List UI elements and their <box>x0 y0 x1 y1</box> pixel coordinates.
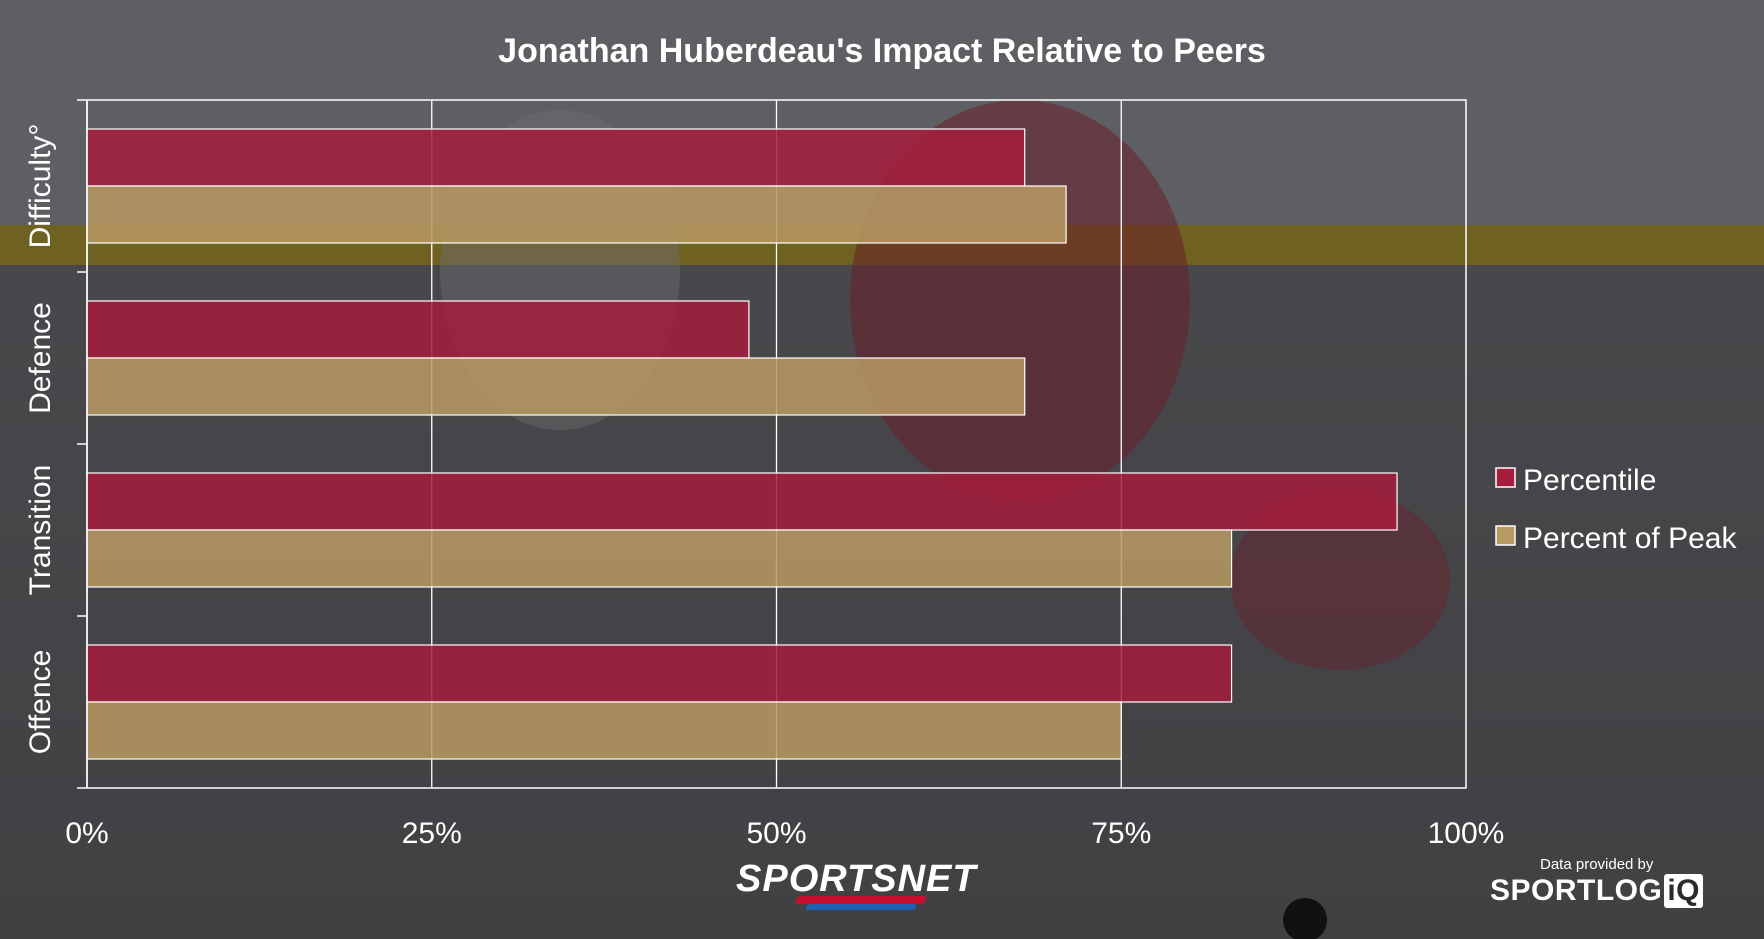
bar-defence-percentile <box>86 300 750 359</box>
bar-offence-percentile <box>86 644 1233 703</box>
x-tick-labels: 0% 25% 50% 75% 100% <box>65 817 1504 850</box>
sportlogiq-logo-text: SPORTLOG <box>1490 874 1663 907</box>
category-label-defence: Defence <box>24 302 57 414</box>
axes <box>77 99 88 789</box>
legend: Percentile Percent of Peak <box>1495 464 1737 555</box>
bar-transition-percentile <box>86 472 1398 531</box>
bar-difficulty-percentile <box>86 128 1026 187</box>
bars <box>86 128 1398 760</box>
legend-label-percent-of-peak: Percent of Peak <box>1523 522 1737 555</box>
chart-title: Jonathan Huberdeau's Impact Relative to … <box>498 32 1266 70</box>
bar-transition-percent-of-peak <box>86 529 1233 588</box>
category-labels: Difficulty° Defence Transition Offence <box>24 124 57 755</box>
data-provider-caption: Data provided by <box>1540 856 1654 873</box>
bar-difficulty-percent-of-peak <box>86 185 1067 244</box>
sportsnet-logo-text: SPORTSNET <box>736 858 977 900</box>
sportsnet-swoosh-red <box>794 896 928 904</box>
category-label-offence: Offence <box>24 650 57 755</box>
sportlogiq-logo-suffix: iQ <box>1664 874 1704 908</box>
legend-label-percentile: Percentile <box>1523 464 1656 497</box>
sportsnet-swoosh-blue <box>804 904 918 910</box>
legend-swatch-percentile <box>1495 467 1516 488</box>
bar-defence-percent-of-peak <box>86 357 1026 416</box>
x-tick-label-25: 25% <box>402 817 462 850</box>
category-label-transition: Transition <box>24 465 57 596</box>
sportlogiq-logo: SPORTLOG iQ <box>1490 874 1704 908</box>
x-tick-label-0: 0% <box>65 817 108 850</box>
sportsnet-logo: SPORTSNET <box>736 858 977 910</box>
category-label-difficulty: Difficulty° <box>24 124 57 249</box>
bar-offence-percent-of-peak <box>86 701 1122 760</box>
x-tick-label-50: 50% <box>746 817 806 850</box>
legend-swatch-percent-of-peak <box>1495 525 1516 546</box>
x-tick-label-75: 75% <box>1091 817 1151 850</box>
x-tick-label-100: 100% <box>1428 817 1505 850</box>
